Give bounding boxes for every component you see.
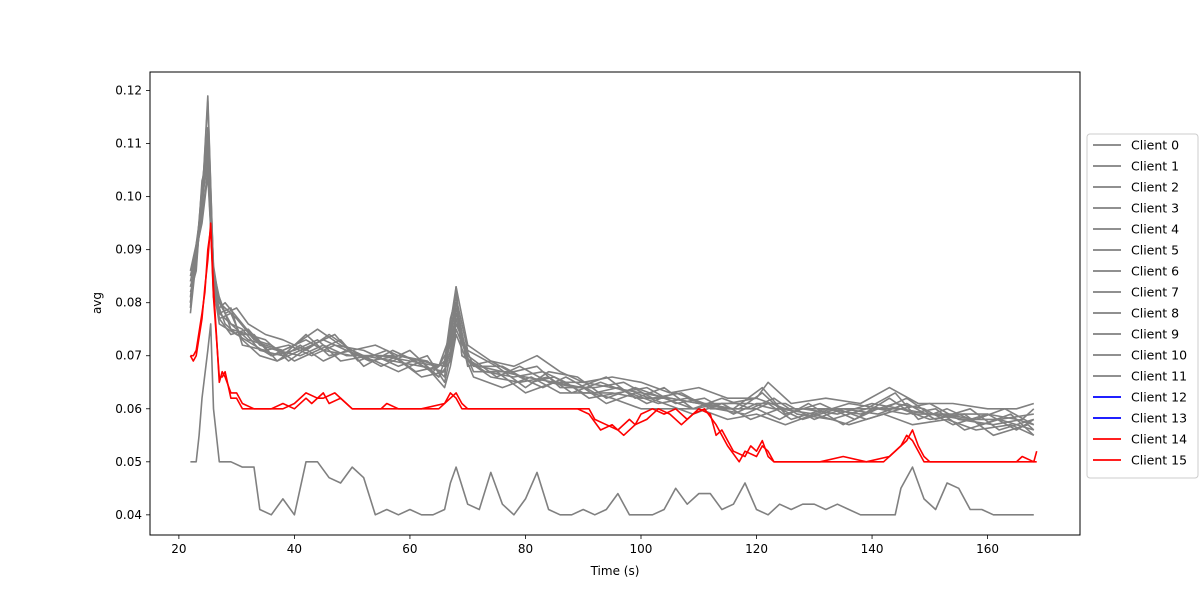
x-tick-label: 140	[861, 542, 884, 556]
x-tick-label: 160	[976, 542, 999, 556]
legend-label: Client 5	[1131, 243, 1179, 258]
y-tick-label: 0.07	[115, 349, 142, 363]
series-line-client-14	[189, 222, 1038, 463]
legend-label: Client 6	[1131, 264, 1179, 279]
legend-label: Client 13	[1131, 411, 1187, 426]
plot-lines	[189, 95, 1038, 516]
y-axis: 0.04 0.05 0.06 0.07 0.08 0.09 0.10 0.11 0.12	[115, 84, 150, 522]
x-tick-label: 80	[518, 542, 533, 556]
series-line-client-9	[189, 164, 1035, 437]
legend-label: Client 9	[1131, 327, 1179, 342]
legend-label: Client 3	[1131, 201, 1179, 216]
y-tick-label: 0.05	[115, 455, 142, 469]
legend-label: Client 2	[1131, 180, 1179, 195]
y-tick-label: 0.04	[115, 508, 142, 522]
y-tick-label: 0.06	[115, 402, 142, 416]
legend-label: Client 15	[1131, 453, 1187, 468]
legend-label: Client 7	[1131, 285, 1179, 300]
y-tick-label: 0.09	[115, 243, 142, 257]
series-line-client-5	[189, 169, 1035, 426]
legend: Client 0 Client 1 Client 2 Client 3 Client 4…	[1086, 133, 1199, 479]
x-tick-label: 120	[745, 542, 768, 556]
legend-label: Client 12	[1131, 390, 1187, 405]
legend-label: Client 4	[1131, 222, 1179, 237]
legend-label: Client 14	[1131, 432, 1187, 447]
legend-label: Client 8	[1131, 306, 1179, 321]
series-line-client-15	[190, 227, 1037, 463]
y-tick-label: 0.08	[115, 296, 142, 310]
legend-label: Client 11	[1131, 369, 1187, 384]
x-axis: 20 40 60 80 100 120 140 160	[171, 535, 999, 556]
series-line-client-11	[189, 95, 1035, 410]
y-tick-label: 0.10	[115, 190, 142, 204]
plot-frame	[149, 71, 1081, 536]
series-line-client-7	[189, 174, 1034, 431]
series-line-client-8	[189, 132, 1035, 437]
series-line-client-0	[189, 100, 1035, 426]
y-tick-label: 0.11	[115, 137, 142, 151]
legend-label: Client 1	[1131, 159, 1179, 174]
x-tick-label: 100	[630, 542, 653, 556]
legend-label: Client 0	[1131, 138, 1179, 153]
legend-box	[1086, 133, 1199, 479]
x-tick-label: 20	[171, 542, 186, 556]
series-line-client-10	[190, 323, 1034, 516]
legend-label: Client 10	[1131, 348, 1187, 363]
x-tick-label: 60	[402, 542, 417, 556]
x-axis-label: Time (s)	[590, 564, 640, 578]
x-tick-label: 40	[287, 542, 302, 556]
y-axis-label: avg	[90, 292, 104, 314]
y-tick-label: 0.12	[115, 84, 142, 98]
